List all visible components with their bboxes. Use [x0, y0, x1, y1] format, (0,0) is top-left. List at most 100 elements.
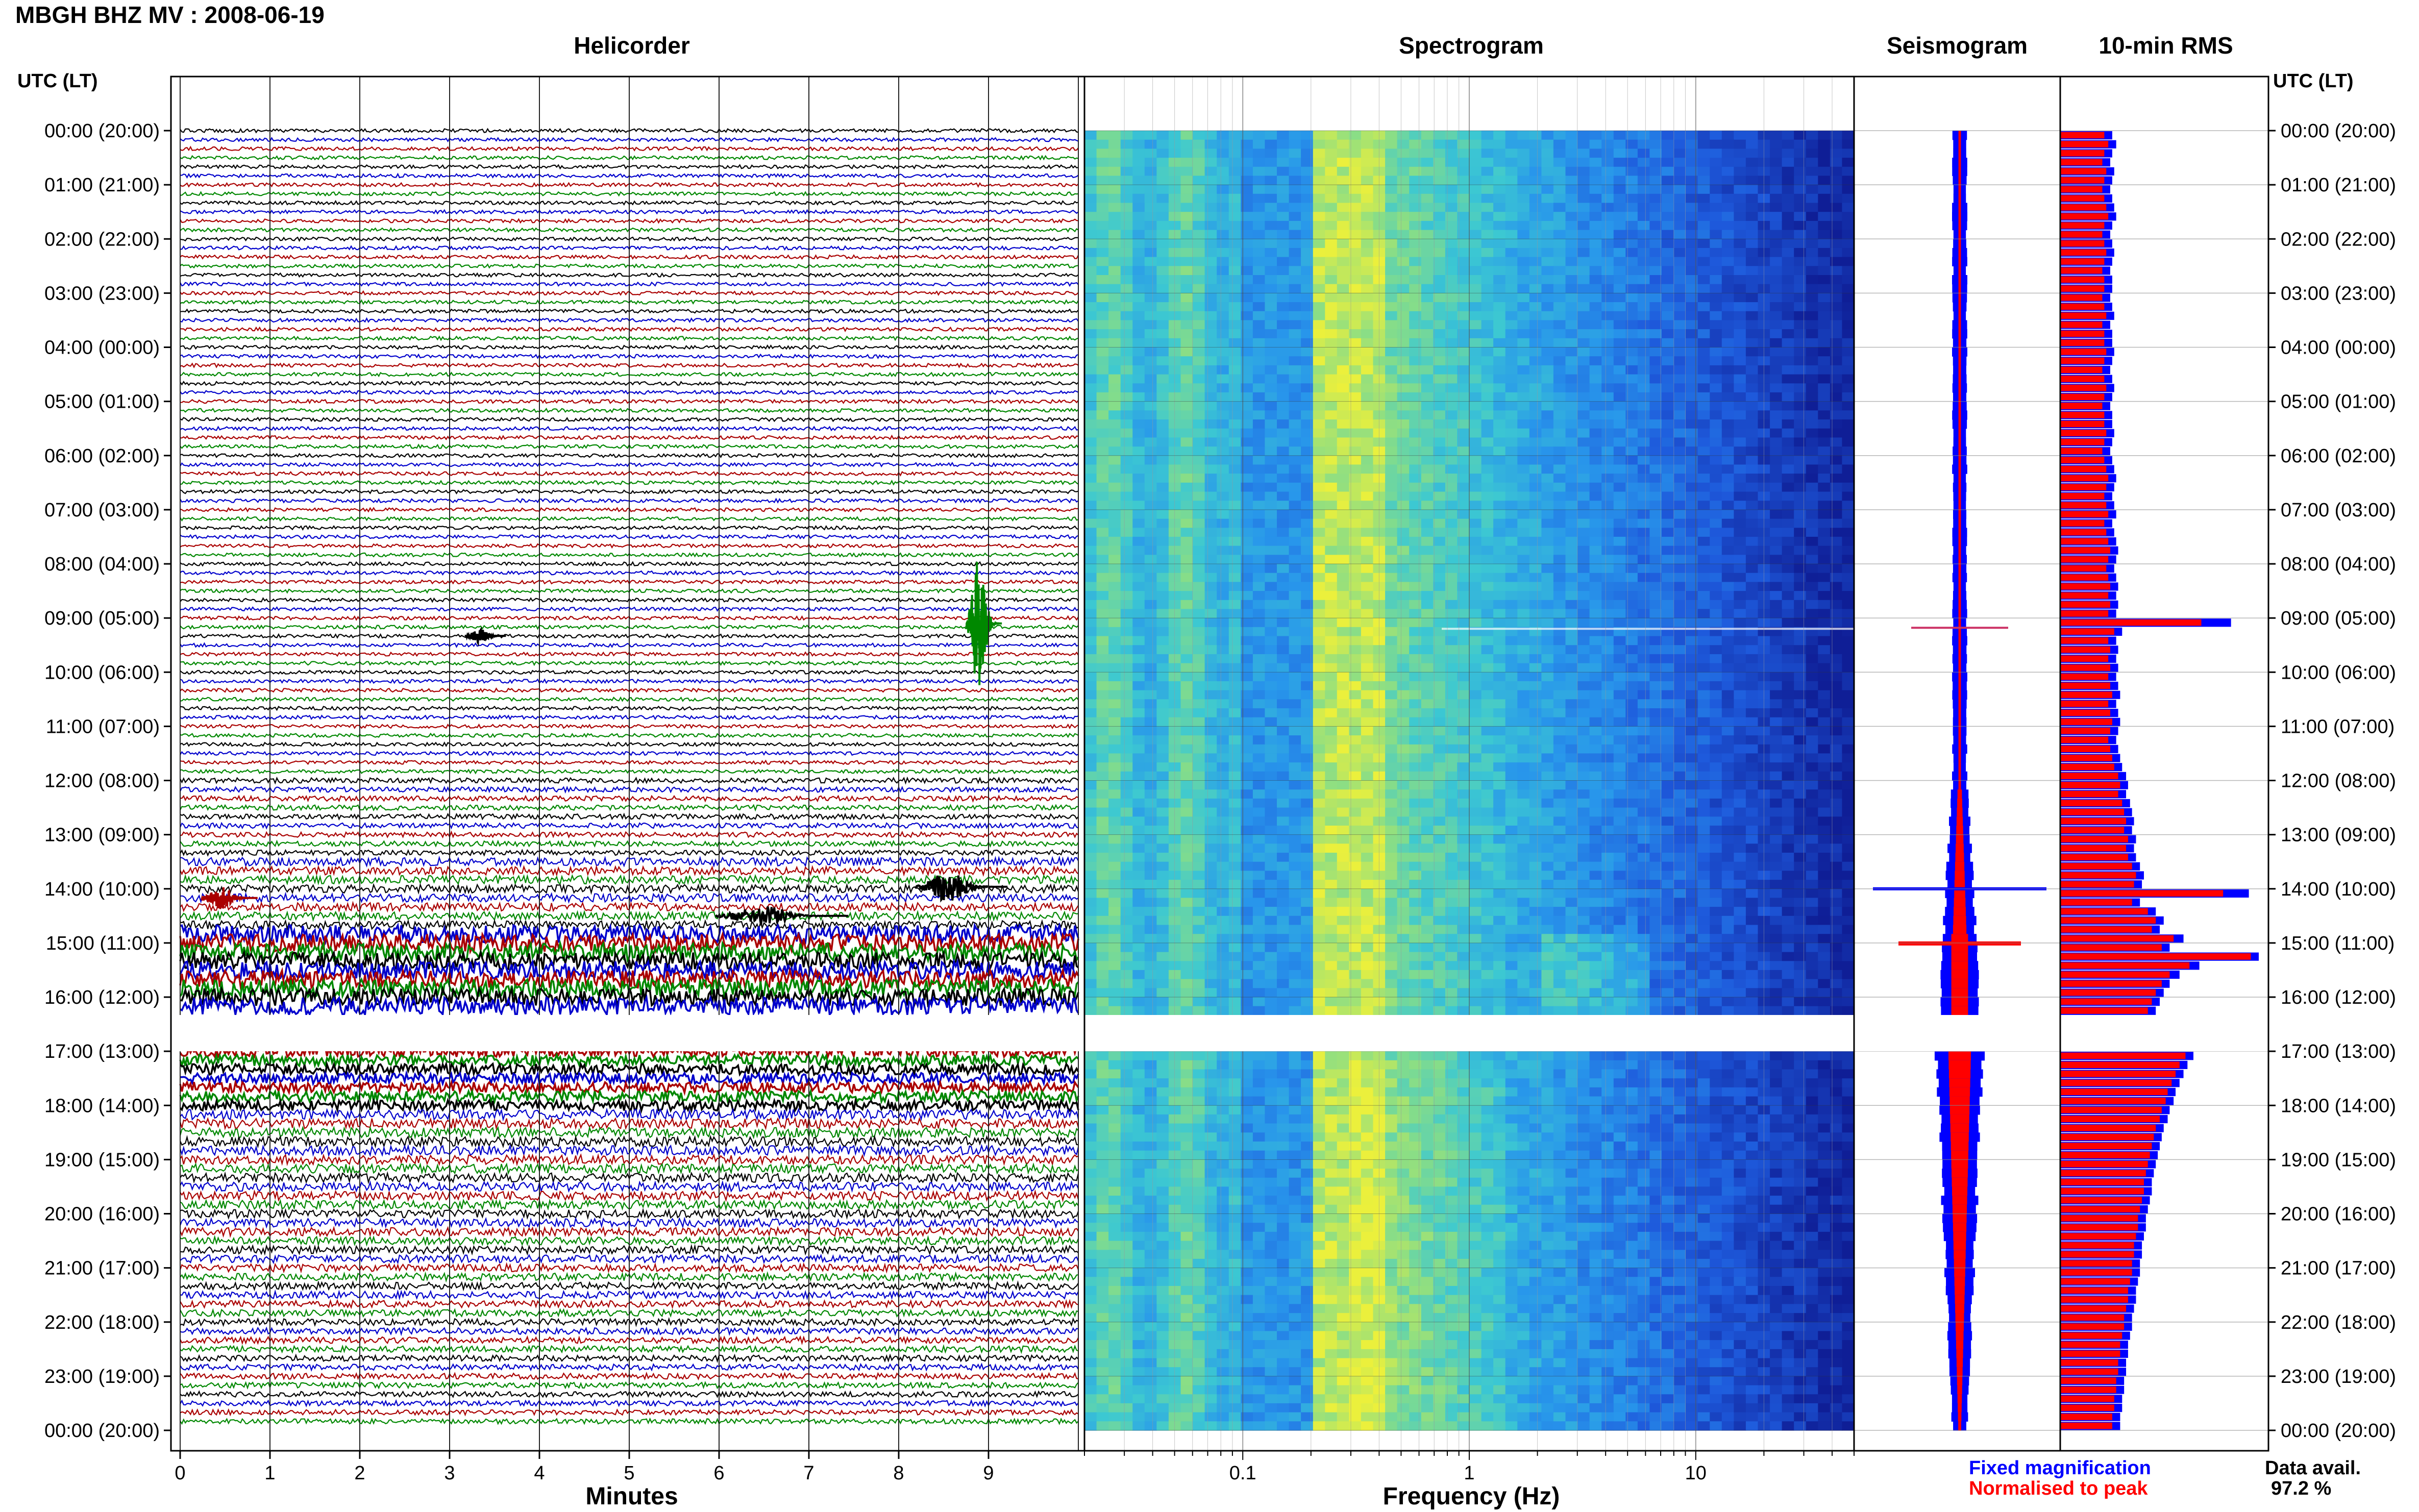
spectrogram-cell — [1721, 528, 1734, 537]
spectrogram-cell — [1529, 293, 1542, 303]
spectrogram-cell — [1830, 518, 1843, 528]
spectrogram-cell — [1613, 158, 1626, 167]
spectrogram-cell — [1553, 555, 1566, 564]
spectrogram-cell — [1686, 401, 1698, 411]
spectrogram-cell — [1662, 220, 1674, 231]
spectrogram-cell — [1301, 509, 1314, 519]
spectrogram-cell — [1289, 573, 1301, 582]
spectrogram-cell — [1493, 447, 1506, 456]
spectrogram-cell — [1613, 509, 1626, 519]
spectrogram-cell — [1782, 546, 1794, 555]
spectrogram-cell — [1144, 591, 1157, 601]
spectrogram-cell — [1096, 681, 1109, 691]
spectrogram-cell — [1096, 302, 1109, 312]
spectrogram-cell — [1421, 536, 1434, 547]
spectrogram-cell — [1541, 347, 1554, 357]
spectrogram-cell — [1565, 536, 1578, 547]
spectrogram-cell — [1673, 672, 1686, 682]
spectrogram-cell — [1313, 807, 1325, 817]
spectrogram-cell — [1770, 789, 1783, 799]
spectrogram-cell — [1830, 726, 1843, 736]
spectrogram-cell — [1818, 744, 1831, 754]
spectrogram-cell — [1601, 663, 1614, 673]
spectrogram-cell — [1806, 148, 1818, 158]
spectrogram-cell — [1662, 392, 1674, 402]
spectrogram-cell — [1265, 627, 1277, 637]
spectrogram-cell — [1252, 464, 1266, 474]
spectrogram-cell — [1662, 410, 1674, 420]
spectrogram-cell — [1325, 690, 1338, 700]
spectrogram-cell — [1361, 257, 1374, 266]
spectrogram-cell — [1553, 356, 1566, 366]
spectrogram-cell — [1385, 509, 1398, 519]
spectrogram-cell — [1553, 636, 1566, 646]
spectrogram-cell — [1096, 582, 1109, 591]
spectrogram-cell — [1469, 257, 1482, 266]
spectrogram-cell — [1204, 455, 1217, 465]
spectrogram-cell — [1782, 744, 1794, 754]
spectrogram-cell — [1385, 582, 1398, 591]
spectrogram-cell — [1385, 762, 1398, 772]
spectrogram-cell — [1770, 212, 1783, 221]
spectrogram-cell — [1265, 672, 1277, 682]
spectrogram-cell — [1265, 428, 1277, 438]
spectrogram-cell — [1289, 491, 1301, 501]
spectrogram-cell — [1541, 131, 1554, 140]
spectrogram-cell — [1589, 257, 1602, 266]
spectrogram-cell — [1649, 591, 1662, 601]
spectrogram-cell — [1734, 275, 1746, 285]
spectrogram-cell — [1529, 600, 1542, 610]
spectrogram-cell — [1265, 708, 1277, 718]
spectrogram-cell — [1289, 437, 1301, 447]
spectrogram-cell — [1601, 735, 1614, 745]
spectrogram-cell — [1180, 573, 1193, 582]
spectrogram-cell — [1457, 401, 1470, 411]
spectrogram-cell — [1469, 474, 1482, 483]
spectrogram-cell — [1697, 672, 1710, 682]
spectrogram-cell — [1349, 131, 1362, 140]
spectrogram-cell — [1325, 193, 1338, 204]
spectrogram-cell — [1180, 609, 1193, 618]
spectrogram-cell — [1217, 302, 1229, 312]
spectrogram-cell — [1782, 663, 1794, 673]
spectrogram-cell — [1241, 239, 1253, 249]
spectrogram-cell — [1481, 338, 1494, 348]
spectrogram-cell — [1180, 158, 1193, 167]
spectrogram-cell — [1385, 627, 1398, 637]
spectrogram-cell — [1421, 654, 1434, 664]
spectrogram-cell — [1361, 275, 1374, 285]
spectrogram-cell — [1313, 166, 1325, 177]
spectrogram-cell — [1529, 654, 1542, 664]
spectrogram-cell — [1818, 771, 1831, 781]
spectrogram-cell — [1469, 266, 1482, 276]
spectrogram-cell — [1505, 807, 1518, 817]
spectrogram-cell — [1409, 193, 1422, 204]
spectrogram-cell — [1686, 726, 1698, 736]
spectrogram-cell — [1794, 392, 1807, 402]
spectrogram-cell — [1313, 266, 1325, 276]
spectrogram-cell — [1180, 518, 1193, 528]
spectrogram-cell — [1601, 726, 1614, 736]
spectrogram-cell — [1830, 509, 1843, 519]
spectrogram-cell — [1409, 708, 1422, 718]
spectrogram-cell — [1397, 491, 1410, 501]
spectrogram-cell — [1180, 807, 1193, 817]
spectrogram-cell — [1385, 239, 1398, 249]
spectrogram-cell — [1421, 419, 1434, 429]
spectrogram-cell — [1842, 275, 1855, 285]
spectrogram-cell — [1349, 645, 1362, 655]
spectrogram-cell — [1397, 600, 1410, 610]
spectrogram-cell — [1349, 428, 1362, 438]
spectrogram-cell — [1433, 185, 1446, 194]
spectrogram-cell — [1842, 780, 1855, 790]
spectrogram-cell — [1301, 744, 1314, 754]
spectrogram-cell — [1313, 627, 1325, 637]
spectrogram-cell — [1156, 771, 1169, 781]
spectrogram-cell — [1601, 410, 1614, 420]
spectrogram-cell — [1601, 293, 1614, 303]
spectrogram-cell — [1265, 717, 1277, 727]
spectrogram-cell — [1096, 654, 1109, 664]
spectrogram-cell — [1505, 726, 1518, 736]
spectrogram-cell — [1686, 419, 1698, 429]
spectrogram-cell — [1421, 383, 1434, 393]
